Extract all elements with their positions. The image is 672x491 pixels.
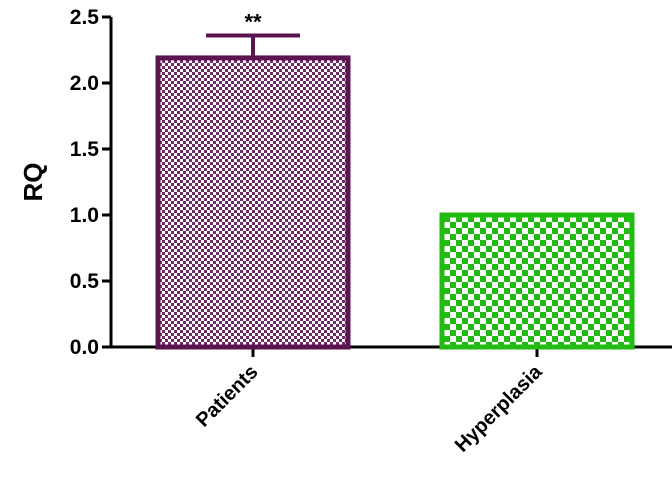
bar-hyperplasia — [439, 212, 635, 350]
y-axis-title: RQ — [18, 163, 48, 202]
x-tick-label-patients: Patients — [192, 361, 263, 432]
y-tick-label: 2.5 — [70, 6, 100, 29]
y-tick-label: 1.5 — [70, 138, 100, 161]
bar-patients — [155, 55, 351, 350]
y-tick-label: 0.0 — [70, 336, 99, 359]
significance-label: ** — [244, 9, 262, 34]
y-tick-label: 0.5 — [70, 270, 100, 293]
y-tick-label: 2.0 — [70, 72, 99, 95]
y-tick-label: 1.0 — [70, 204, 99, 227]
x-tick-label-hyperplasia: Hyperplasia — [451, 360, 547, 456]
bars: ** — [155, 9, 635, 350]
